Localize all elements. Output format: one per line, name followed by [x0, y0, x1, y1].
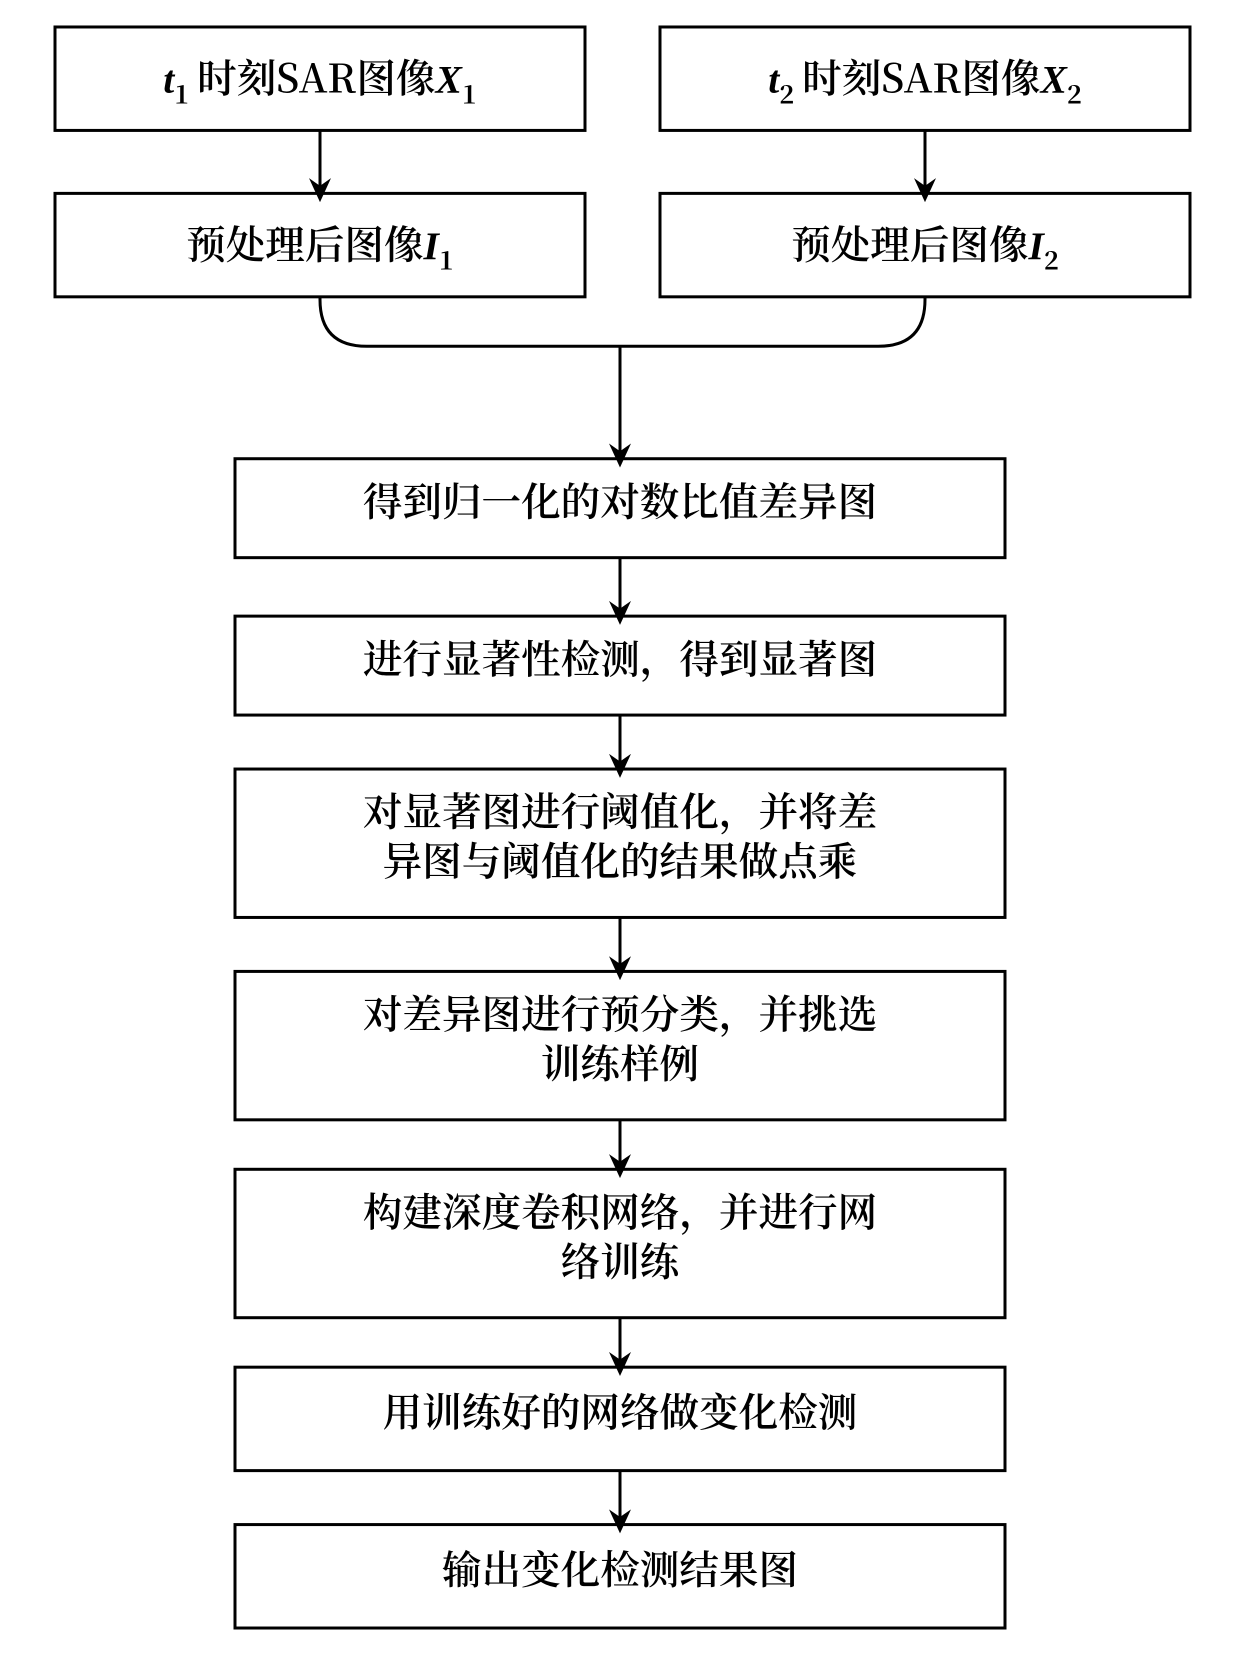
box-text-top_right: t2时刻SAR图像X2 [768, 48, 1082, 112]
text-seg: 2 [1067, 75, 1082, 111]
box-text-top_left: t1时刻SAR图像X1 [163, 48, 477, 112]
text-seg: X [1039, 58, 1068, 102]
box-text-s4-l0: 对差异图进行预分类，并挑选 [363, 984, 877, 1041]
box-text-s1-l0: 得到归一化的对数比值差异图 [363, 471, 877, 528]
text-seg: 时刻SAR图像 [197, 48, 435, 105]
box-text-s2-l0: 进行显著性检测，得到显著图 [363, 628, 877, 685]
text-seg: I [423, 224, 441, 268]
box-text-s7-l0: 输出变化检测结果图 [442, 1539, 798, 1596]
text-seg: X [434, 58, 463, 102]
box-text-s4-l1: 训练样例 [541, 1033, 699, 1090]
box-text-s5-l0: 构建深度卷积网络，并进行网 [363, 1181, 877, 1238]
text-seg: 1 [462, 75, 477, 111]
text-seg: 预处理后图像 [791, 214, 1028, 271]
text-seg: 1 [439, 242, 454, 278]
text-seg: I [1028, 224, 1046, 268]
box-text-s3-l0: 对显著图进行阈值化，并将差 [363, 781, 877, 838]
merge-left [320, 297, 620, 346]
box-text-s5-l1: 络训练 [561, 1231, 682, 1288]
text-seg: 预处理后图像 [186, 214, 423, 271]
box-text-s6-l0: 用训练好的网络做变化检测 [383, 1382, 858, 1439]
text-seg: 时刻SAR图像 [802, 48, 1040, 105]
merge-right [620, 297, 925, 346]
box-text-s3-l1: 异图与阈值化的结果做点乘 [383, 831, 858, 888]
box-text-pre_right: 预处理后图像I2 [791, 214, 1059, 278]
text-seg: 2 [779, 75, 794, 111]
box-text-pre_left: 预处理后图像I1 [186, 214, 454, 278]
text-seg: 1 [174, 75, 189, 111]
flowchart-canvas: t1时刻SAR图像X1t2时刻SAR图像X2预处理后图像I1预处理后图像I2得到… [0, 0, 1240, 1655]
text-seg: 2 [1044, 242, 1059, 278]
